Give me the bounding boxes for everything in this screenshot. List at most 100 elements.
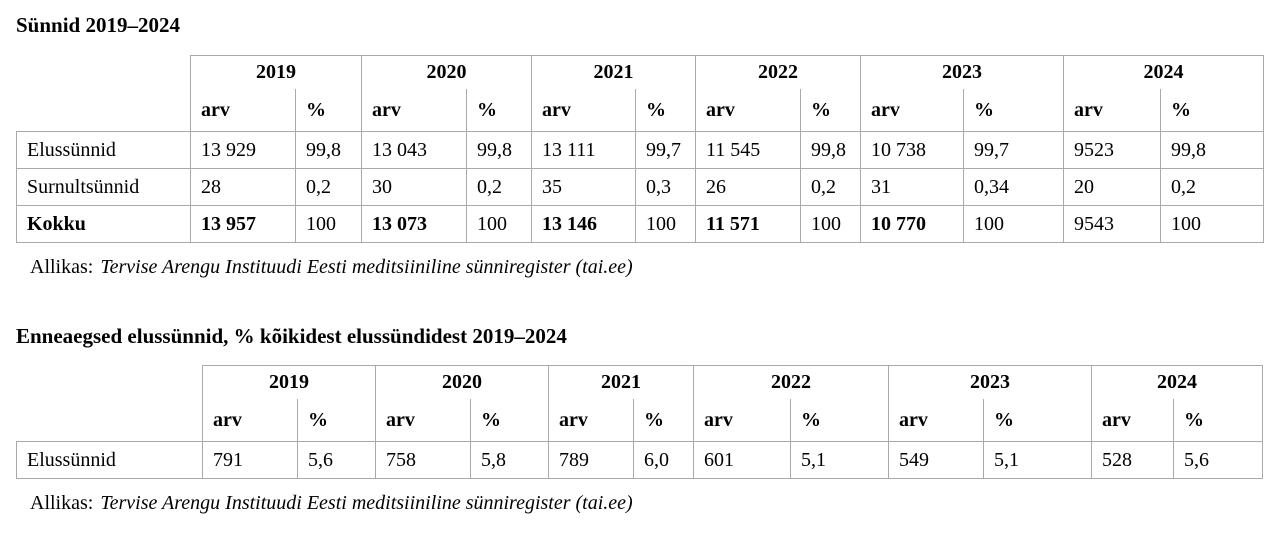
data-cell: 30 — [361, 168, 467, 206]
year-header: 2023 — [860, 55, 1064, 89]
pct-header: % — [1173, 399, 1263, 442]
data-cell: 791 — [202, 441, 298, 479]
year-header: 2021 — [531, 55, 696, 89]
pct-header: % — [297, 399, 376, 442]
data-cell: 35 — [531, 168, 636, 206]
data-cell: 9543 — [1063, 205, 1161, 243]
data-cell: 99,7 — [635, 131, 696, 169]
data-cell: 31 — [860, 168, 964, 206]
year-header: 2022 — [695, 55, 861, 89]
data-cell: 10 738 — [860, 131, 964, 169]
table-row-live-births: Elussünnid 13 929 99,8 13 043 99,8 13 11… — [16, 131, 1264, 169]
data-cell: 0,34 — [963, 168, 1064, 206]
data-cell: 13 146 — [531, 205, 636, 243]
data-cell: 528 — [1091, 441, 1174, 479]
data-cell: 10 770 — [860, 205, 964, 243]
corner-cell — [17, 56, 191, 90]
data-cell: 789 — [548, 441, 634, 479]
source-text: Tervise Arengu Instituudi Eesti meditsii… — [100, 256, 633, 278]
corner-cell — [17, 89, 191, 132]
arv-header: arv — [361, 89, 467, 132]
year-header-row: 2019 2020 2021 2022 2023 2024 — [17, 55, 1264, 90]
data-cell: 13 111 — [531, 131, 636, 169]
arv-header: arv — [1063, 89, 1161, 132]
arv-header: arv — [693, 399, 791, 442]
data-cell: 99,8 — [466, 131, 532, 169]
year-header: 2020 — [361, 55, 532, 89]
year-header: 2024 — [1091, 365, 1263, 399]
births-table-title: Sünnid 2019–2024 — [16, 13, 180, 37]
pct-header: % — [790, 399, 889, 442]
data-cell: 99,8 — [800, 131, 861, 169]
arv-header: arv — [860, 89, 964, 132]
data-cell: 5,6 — [297, 441, 376, 479]
table-row-total: Kokku 13 957 100 13 073 100 13 146 100 1… — [16, 205, 1264, 243]
data-cell: 0,2 — [295, 168, 362, 206]
arv-header: arv — [190, 89, 296, 132]
year-header-row: 2019 2020 2021 2022 2023 2024 — [17, 365, 1263, 400]
arv-header: arv — [375, 399, 471, 442]
year-header: 2020 — [375, 365, 549, 399]
data-cell: 20 — [1063, 168, 1161, 206]
corner-cell — [17, 399, 203, 442]
data-cell: 13 073 — [361, 205, 467, 243]
arv-header: arv — [1091, 399, 1174, 442]
data-cell: 0,2 — [1160, 168, 1264, 206]
data-cell: 549 — [888, 441, 984, 479]
pct-header: % — [633, 399, 694, 442]
data-cell: 100 — [466, 205, 532, 243]
data-cell: 99,8 — [295, 131, 362, 169]
pct-header: % — [1160, 89, 1264, 132]
table-row-live-births: Elussünnid 791 5,6 758 5,8 789 6,0 601 5… — [16, 441, 1263, 479]
pct-header: % — [466, 89, 532, 132]
row-label: Kokku — [16, 205, 191, 243]
data-cell: 5,6 — [1173, 441, 1263, 479]
data-cell: 0,2 — [466, 168, 532, 206]
data-cell: 0,3 — [635, 168, 696, 206]
data-cell: 601 — [693, 441, 791, 479]
data-cell: 13 929 — [190, 131, 296, 169]
arv-header: arv — [888, 399, 984, 442]
year-header: 2022 — [693, 365, 889, 399]
subheader-row: arv % arv % arv % arv % arv % arv % — [17, 399, 1263, 442]
data-cell: 758 — [375, 441, 471, 479]
data-cell: 13 043 — [361, 131, 467, 169]
source-text: Tervise Arengu Instituudi Eesti meditsii… — [100, 492, 633, 514]
row-label: Surnultsünnid — [16, 168, 191, 206]
corner-cell — [17, 366, 203, 400]
data-cell: 100 — [635, 205, 696, 243]
data-cell: 100 — [963, 205, 1064, 243]
data-cell: 5,1 — [790, 441, 889, 479]
data-cell: 100 — [1160, 205, 1264, 243]
year-header: 2024 — [1063, 55, 1264, 89]
year-header: 2021 — [548, 365, 694, 399]
preterm-table-title: Enneaegsed elussünnid, % kõikidest eluss… — [16, 324, 567, 348]
pct-header: % — [470, 399, 549, 442]
data-cell: 13 957 — [190, 205, 296, 243]
data-cell: 26 — [695, 168, 801, 206]
data-cell: 5,1 — [983, 441, 1092, 479]
table-row-stillbirths: Surnultsünnid 28 0,2 30 0,2 35 0,3 26 0,… — [16, 168, 1264, 206]
data-cell: 99,7 — [963, 131, 1064, 169]
arv-header: arv — [531, 89, 636, 132]
arv-header: arv — [202, 399, 298, 442]
source-line: Allikas: Tervise Arengu Instituudi Eesti … — [30, 255, 1287, 279]
year-header: 2019 — [202, 365, 376, 399]
data-cell: 99,8 — [1160, 131, 1264, 169]
row-label: Elussünnid — [16, 441, 203, 479]
pct-header: % — [963, 89, 1064, 132]
data-cell: 28 — [190, 168, 296, 206]
year-header: 2019 — [190, 55, 362, 89]
arv-header: arv — [695, 89, 801, 132]
pct-header: % — [295, 89, 362, 132]
source-label: Allikas: — [30, 492, 94, 514]
arv-header: arv — [548, 399, 634, 442]
data-cell: 11 571 — [695, 205, 801, 243]
data-cell: 5,8 — [470, 441, 549, 479]
row-label: Elussünnid — [16, 131, 191, 169]
data-cell: 100 — [800, 205, 861, 243]
source-line: Allikas: Tervise Arengu Instituudi Eesti … — [30, 491, 1287, 515]
year-header: 2023 — [888, 365, 1092, 399]
data-cell: 6,0 — [633, 441, 694, 479]
